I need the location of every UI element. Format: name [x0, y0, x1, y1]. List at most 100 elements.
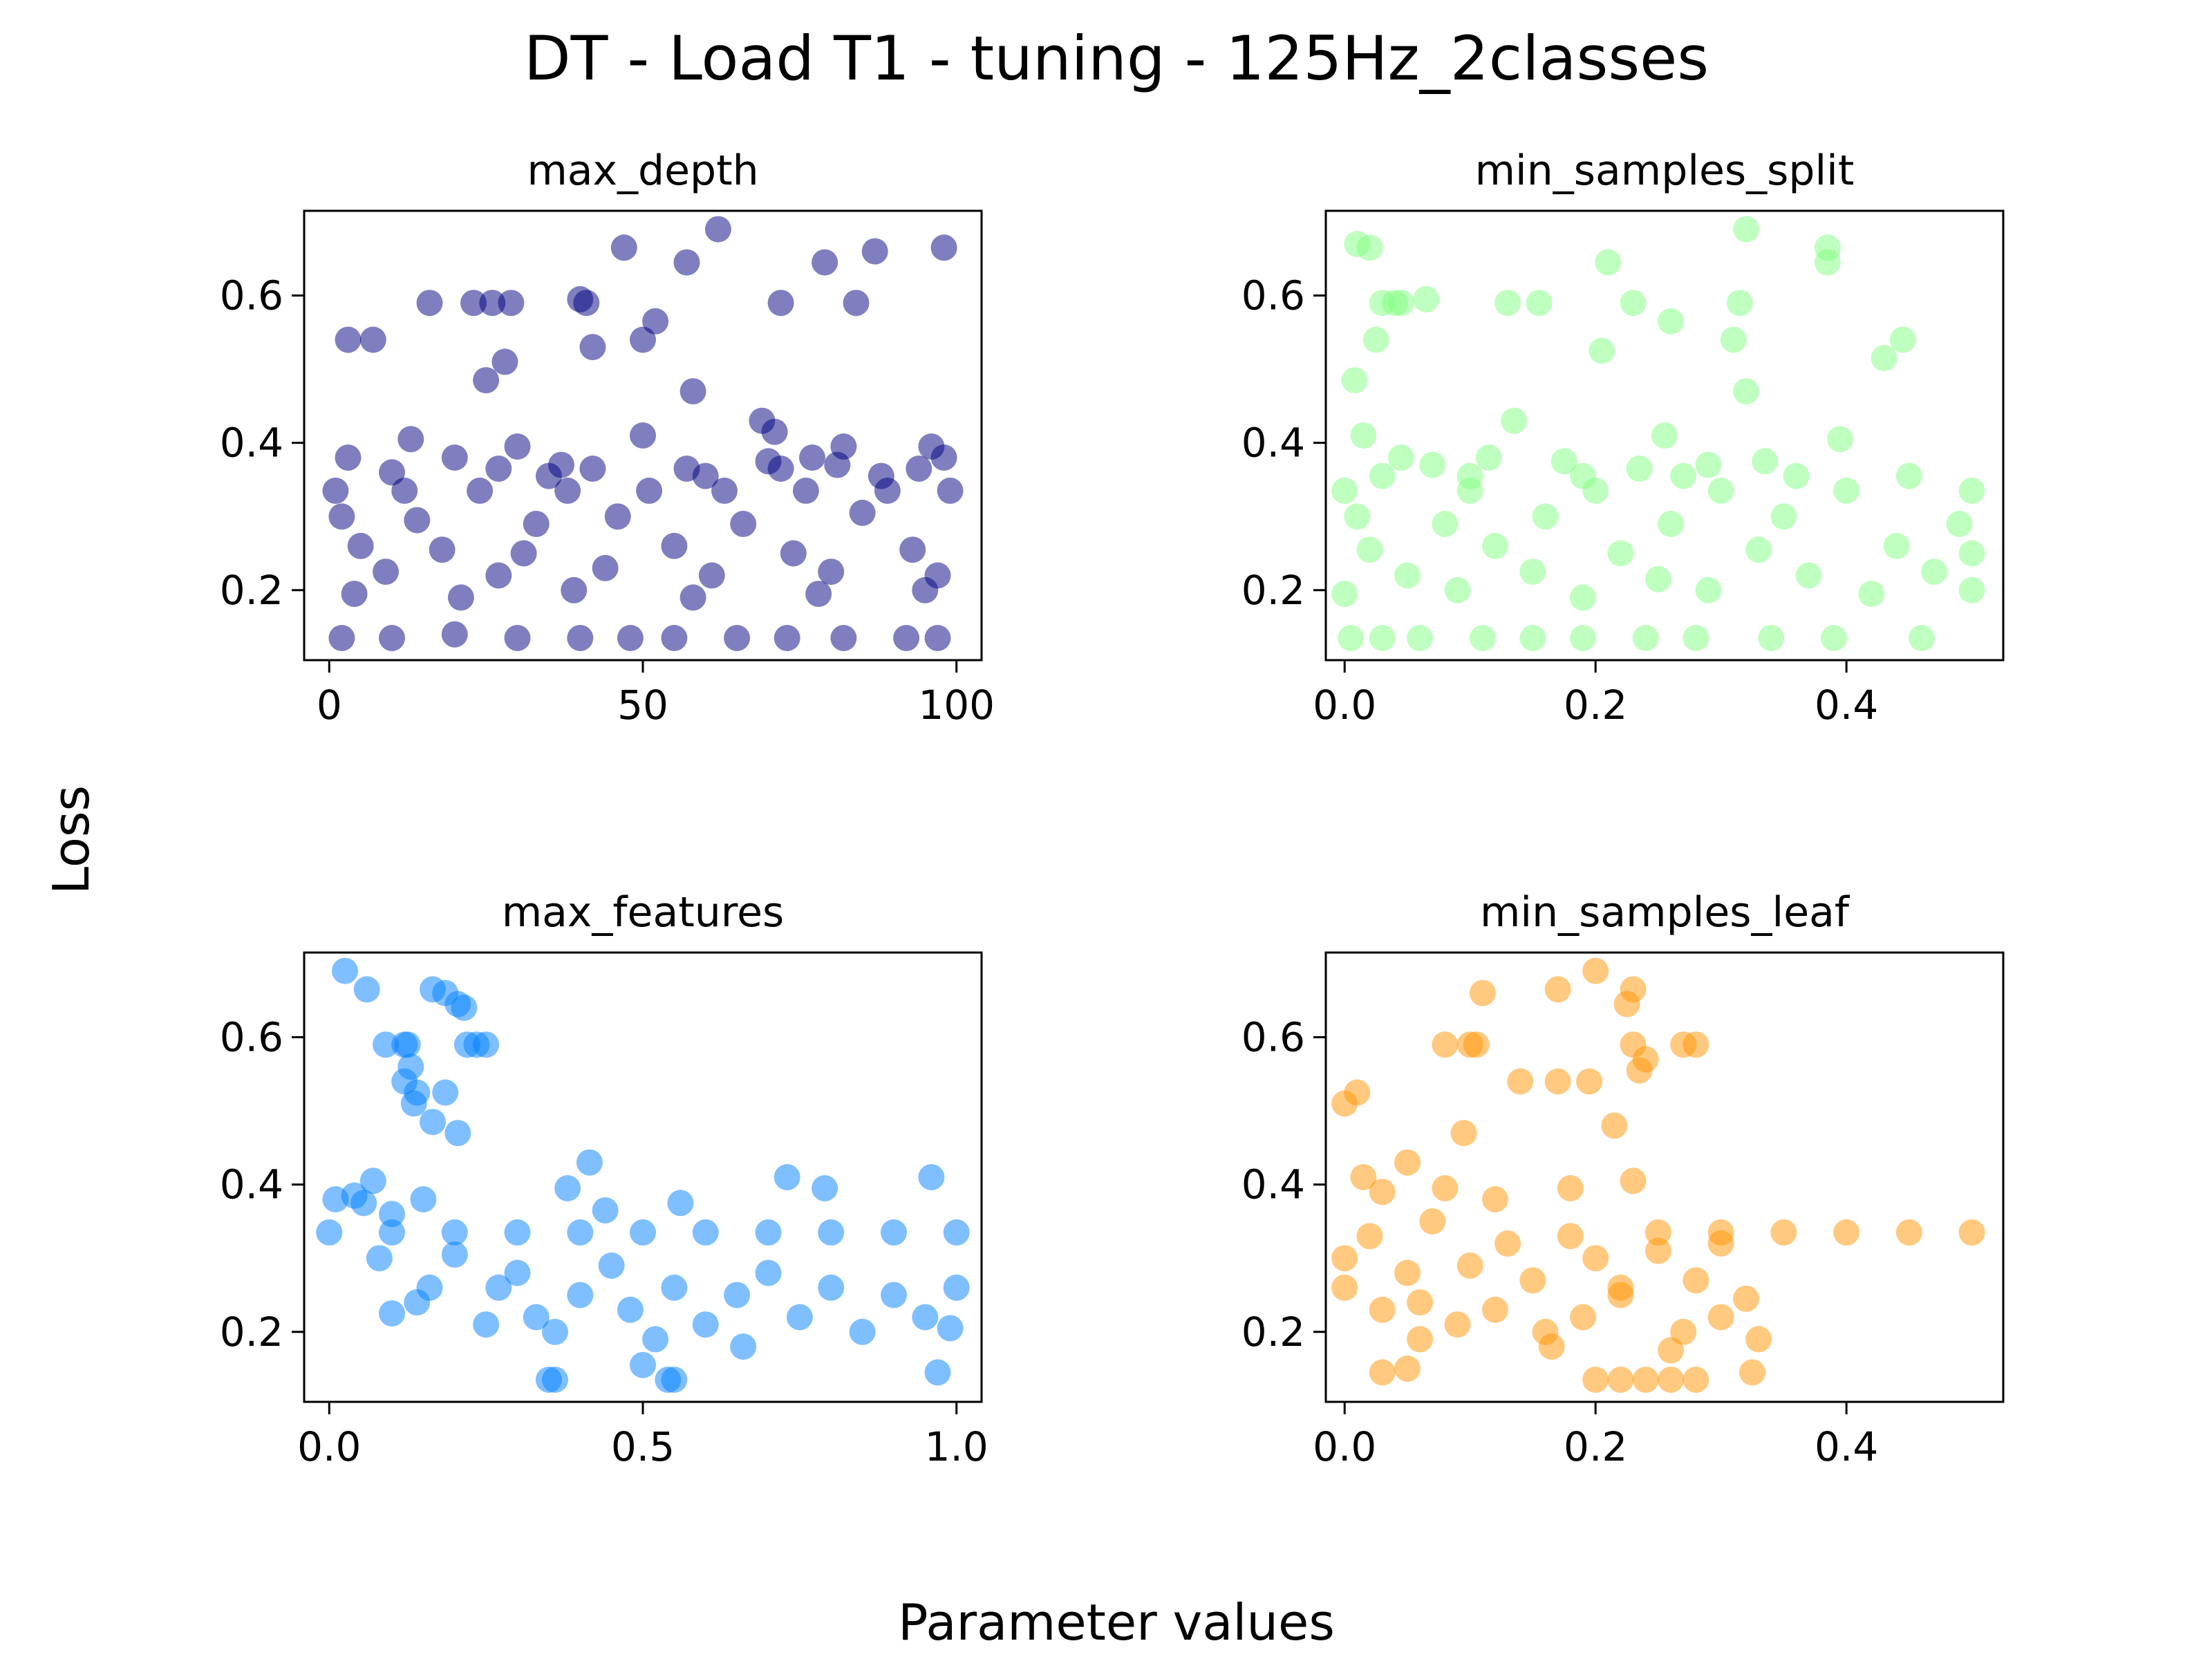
- data-point: [322, 477, 349, 504]
- data-point: [1958, 1219, 1985, 1246]
- data-point: [924, 625, 951, 651]
- data-point: [881, 1219, 907, 1246]
- data-point: [1582, 957, 1609, 984]
- data-point: [1683, 1367, 1709, 1393]
- data-point: [1658, 308, 1685, 335]
- data-point: [1501, 407, 1528, 434]
- data-point: [1444, 577, 1471, 603]
- data-point: [881, 1282, 907, 1309]
- data-point: [1707, 1304, 1734, 1331]
- data-point: [1557, 1175, 1584, 1201]
- data-point: [698, 562, 725, 589]
- data-point: [1469, 625, 1496, 651]
- data-point: [630, 326, 656, 353]
- data-point: [467, 477, 494, 504]
- data-point: [1344, 1079, 1371, 1106]
- data-point: [498, 290, 525, 317]
- data-point: [617, 625, 644, 651]
- data-point: [1463, 1031, 1490, 1058]
- data-point: [1456, 477, 1483, 504]
- data-point: [1858, 581, 1885, 608]
- y-tick-label: 0.6: [1241, 272, 1305, 319]
- data-point: [780, 540, 807, 567]
- data-point: [1338, 625, 1365, 651]
- data-point: [1369, 1179, 1396, 1206]
- data-point: [1369, 625, 1396, 651]
- data-point: [1482, 1296, 1508, 1323]
- data-point: [1356, 1223, 1383, 1250]
- data-point: [1607, 540, 1634, 567]
- data-point: [937, 1315, 964, 1342]
- data-point: [943, 1219, 970, 1246]
- data-point: [1909, 625, 1935, 651]
- data-point: [818, 1219, 845, 1246]
- data-point: [1507, 1068, 1534, 1095]
- data-point: [1670, 462, 1697, 489]
- x-tick-label: 0: [317, 682, 342, 729]
- data-point: [1413, 285, 1440, 312]
- data-point: [774, 1164, 800, 1190]
- data-point: [1632, 625, 1659, 651]
- data-point: [335, 326, 362, 353]
- data-point: [1595, 249, 1622, 276]
- data-point: [1821, 625, 1847, 651]
- data-point: [1895, 462, 1922, 489]
- data-point: [918, 1164, 945, 1190]
- data-point: [724, 625, 751, 651]
- data-point: [830, 625, 857, 651]
- data-point: [350, 1190, 377, 1217]
- data-point: [441, 1241, 468, 1268]
- data-point: [1745, 536, 1772, 563]
- data-point: [704, 216, 731, 243]
- data-point: [473, 1031, 500, 1058]
- data-point: [1632, 1367, 1659, 1393]
- y-tick-label: 0.6: [220, 1014, 283, 1061]
- data-point: [485, 562, 512, 589]
- data-point: [460, 290, 487, 317]
- data-point: [328, 625, 355, 651]
- data-point: [1450, 1120, 1477, 1147]
- data-point: [805, 581, 832, 608]
- data-point: [598, 1252, 625, 1279]
- data-point: [630, 422, 656, 449]
- x-tick-label: 0.2: [1564, 682, 1627, 729]
- data-point: [523, 1304, 550, 1331]
- data-point: [373, 559, 399, 585]
- data-point: [1519, 1267, 1546, 1294]
- data-point: [359, 326, 386, 353]
- data-point: [1658, 510, 1685, 537]
- x-tick-label: 0.4: [1815, 1423, 1878, 1470]
- data-point: [1695, 451, 1722, 478]
- data-point: [397, 426, 424, 453]
- data-point: [504, 1259, 531, 1286]
- data-point: [1331, 581, 1358, 608]
- figure-title: DT - Load T1 - tuning - 125Hz_2classes: [524, 23, 1709, 94]
- data-point: [416, 290, 443, 317]
- data-point: [1432, 1031, 1459, 1058]
- data-point: [1626, 1057, 1653, 1084]
- data-point: [1432, 1175, 1459, 1201]
- x-tick-label: 0.4: [1815, 682, 1878, 729]
- y-tick-label: 0.4: [220, 420, 283, 467]
- data-point: [1356, 536, 1383, 563]
- data-point: [812, 1175, 838, 1201]
- data-point: [1369, 1359, 1396, 1386]
- data-point: [1494, 290, 1521, 317]
- data-point: [479, 290, 506, 317]
- data-point: [874, 477, 901, 504]
- data-point: [447, 584, 474, 611]
- data-point: [730, 510, 757, 537]
- data-point: [579, 456, 606, 482]
- data-point: [400, 1090, 427, 1117]
- data-point: [661, 1367, 688, 1393]
- data-point: [1538, 1333, 1565, 1360]
- data-point: [1695, 577, 1722, 603]
- data-point: [1582, 1367, 1609, 1393]
- data-point: [799, 444, 825, 471]
- data-point: [491, 348, 518, 375]
- y-tick-label: 0.2: [220, 567, 283, 614]
- data-point: [1783, 462, 1810, 489]
- data-point: [1827, 426, 1854, 453]
- data-point: [930, 444, 957, 471]
- data-point: [679, 378, 706, 405]
